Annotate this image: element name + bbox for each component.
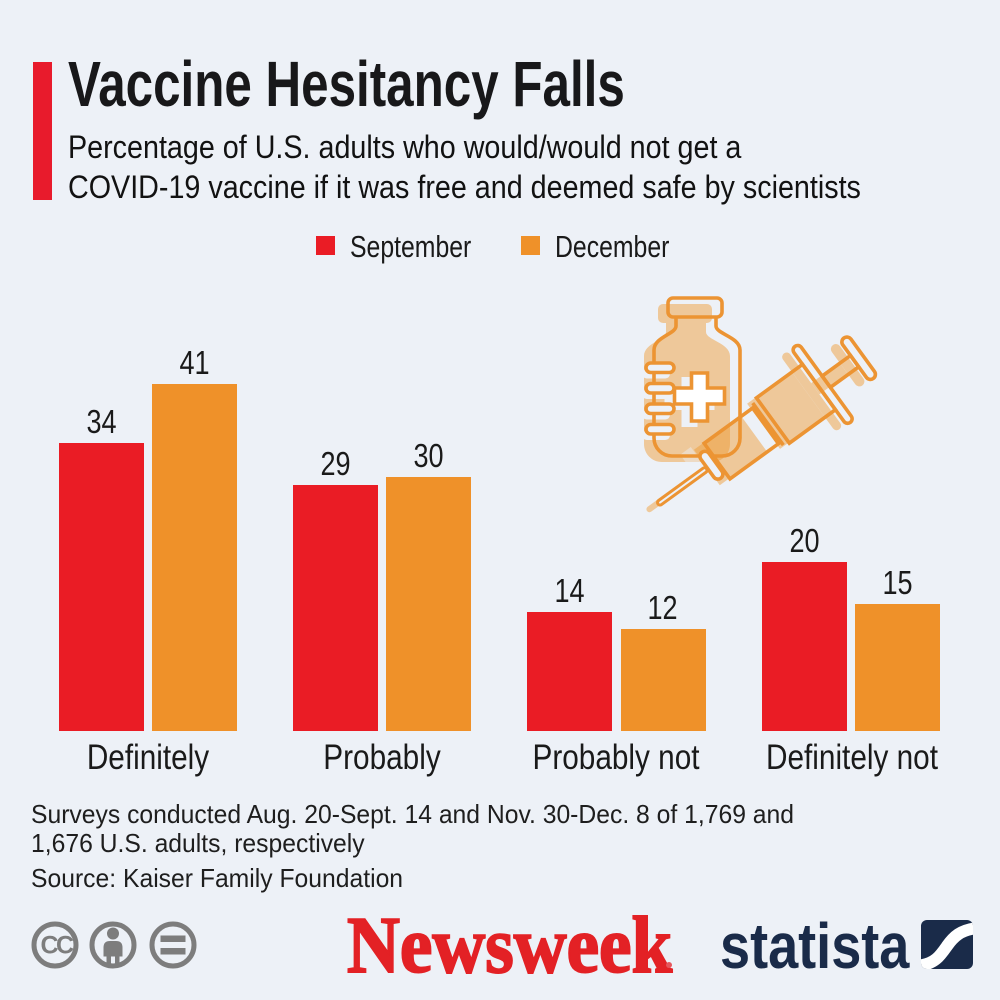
svg-text:CC: CC	[40, 932, 74, 960]
